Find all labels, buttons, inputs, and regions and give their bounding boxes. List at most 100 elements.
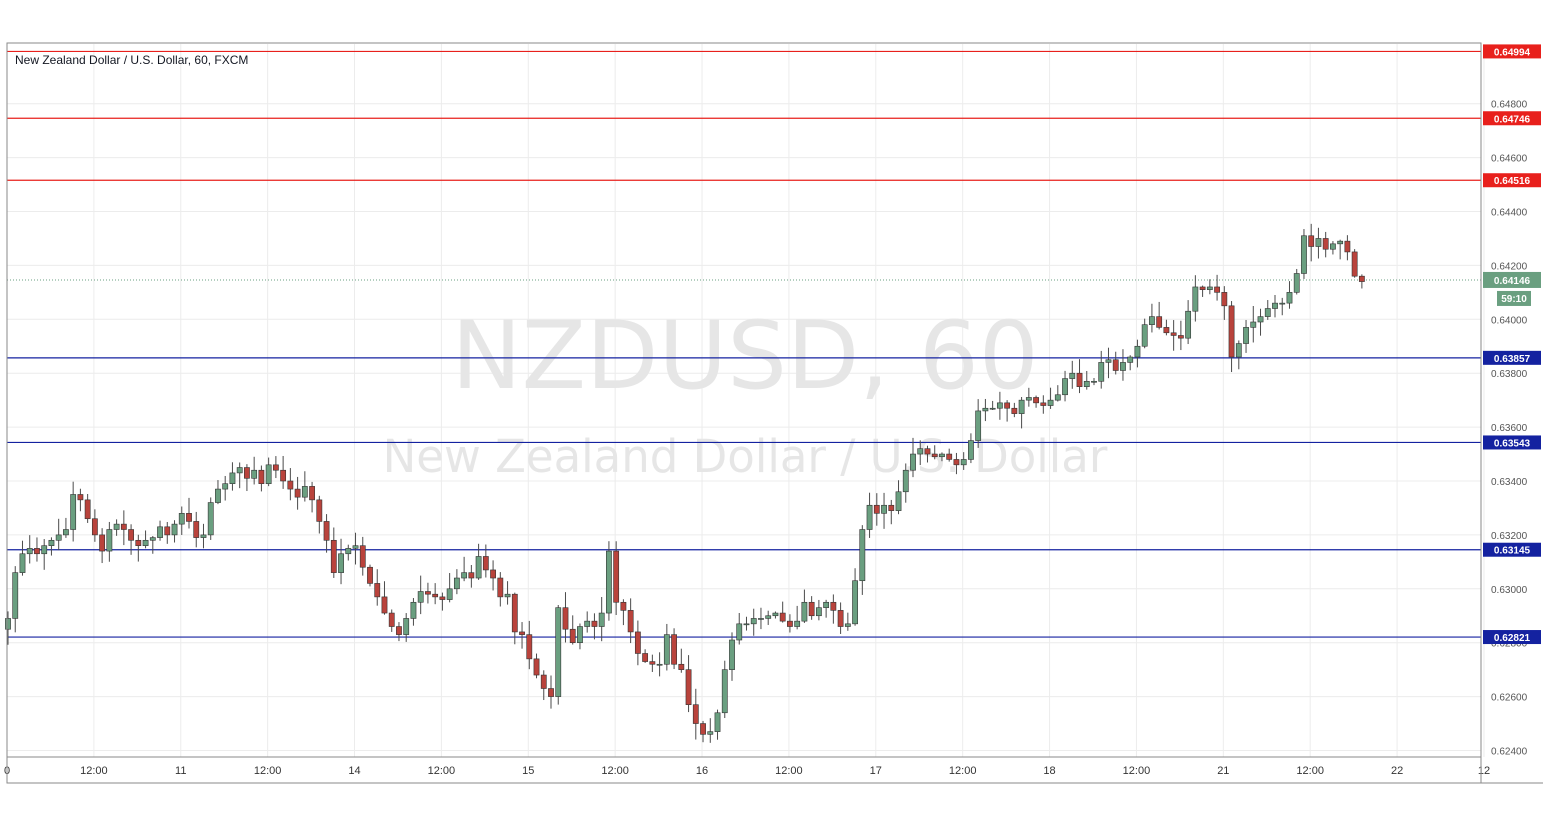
candle-down	[678, 663, 685, 670]
candle-down	[1156, 316, 1163, 328]
candle-down	[425, 591, 431, 595]
candle-up	[236, 467, 243, 474]
support-tag-label: 0.63543	[1494, 438, 1531, 449]
candle-up	[63, 529, 69, 536]
candle-up	[5, 618, 11, 630]
x-tick-label: 12:00	[1296, 765, 1324, 777]
candle-down	[519, 631, 525, 635]
candle-up	[1069, 372, 1076, 379]
candle-down	[135, 539, 142, 546]
candle-up	[403, 618, 410, 635]
y-tick-label: 0.64600	[1491, 154, 1528, 165]
x-tick-label: 21	[1217, 765, 1229, 777]
candle-up	[707, 731, 714, 735]
candle-down	[439, 596, 446, 600]
candle-up	[157, 526, 163, 538]
candle-up	[996, 402, 1003, 409]
candle-up	[417, 591, 424, 603]
candle-down	[396, 626, 402, 635]
candles	[5, 223, 1365, 743]
candle-down	[931, 453, 938, 458]
candle-up	[714, 712, 721, 732]
candle-up	[852, 580, 858, 625]
candle-down	[244, 467, 250, 479]
candle-down	[1322, 238, 1329, 250]
candle-up	[794, 620, 801, 627]
candle-up	[823, 601, 830, 608]
candle-down	[294, 488, 301, 498]
x-tick-label: 12:00	[601, 765, 629, 777]
candle-up	[1062, 378, 1068, 396]
candle-up	[555, 607, 562, 697]
candle-up	[982, 407, 989, 412]
y-tick-label: 0.62400	[1491, 747, 1528, 758]
candle-down	[287, 480, 294, 490]
candle-up	[1243, 327, 1249, 344]
x-tick-label: 12:00	[80, 765, 108, 777]
candle-up	[453, 577, 460, 590]
candle-up	[577, 626, 583, 644]
candle-up	[1293, 273, 1300, 293]
candle-up	[939, 453, 945, 458]
candle-down	[569, 628, 576, 643]
candle-up	[968, 440, 974, 460]
candle-up	[1120, 362, 1126, 371]
candle-up	[461, 572, 468, 579]
x-tick-label: 22	[1391, 765, 1403, 777]
candle-up	[1286, 292, 1293, 304]
candle-down	[164, 526, 171, 536]
candle-down	[591, 620, 598, 627]
support-tag-label: 0.63145	[1494, 546, 1531, 557]
candle-up	[338, 553, 344, 573]
candle-down	[497, 577, 504, 598]
candle-up	[721, 669, 728, 714]
candle-up	[1025, 397, 1032, 401]
support-tag	[1483, 350, 1541, 365]
x-tick-label: 12:00	[428, 765, 456, 777]
candle-down	[432, 593, 439, 598]
candle-down	[1221, 292, 1228, 307]
candle-up	[902, 469, 909, 493]
candle-down	[808, 601, 815, 617]
candle-down	[671, 634, 677, 665]
candle-up	[26, 548, 33, 555]
candle-down	[1199, 286, 1206, 290]
candle-up	[917, 448, 924, 455]
candle-down	[1004, 402, 1011, 409]
candle-down	[642, 653, 649, 662]
candle-down	[309, 486, 315, 501]
candle-up	[1185, 310, 1192, 339]
candle-down	[1177, 335, 1184, 339]
candle-down	[186, 513, 192, 522]
y-tick-label: 0.62800	[1491, 639, 1528, 650]
candle-up	[1330, 243, 1336, 250]
candle-down	[627, 610, 634, 633]
candle-up	[801, 601, 808, 622]
x-tick-label: 18	[1043, 765, 1055, 777]
x-tick-label: 12:00	[254, 765, 282, 777]
y-tick-label: 0.64400	[1491, 208, 1528, 219]
support-tag	[1483, 542, 1541, 557]
countdown-tag	[1497, 290, 1531, 306]
candle-up	[1235, 343, 1242, 358]
candle-up	[1149, 316, 1155, 325]
candle-down	[1308, 235, 1315, 247]
candle-up	[598, 612, 605, 627]
candle-up	[345, 548, 352, 555]
y-tick-label: 0.63200	[1491, 531, 1528, 542]
candle-up	[178, 513, 185, 525]
candle-up	[207, 502, 214, 536]
candle-up	[1337, 240, 1344, 245]
candle-up	[736, 623, 743, 641]
candle-down	[511, 593, 518, 633]
candle-up	[70, 494, 77, 530]
candle-down	[1351, 251, 1358, 277]
candle-down	[490, 569, 496, 579]
candle-down	[1344, 240, 1351, 253]
candle-down	[381, 596, 388, 614]
candle-up	[1192, 286, 1199, 312]
candle-up	[410, 601, 417, 619]
candle-down	[1076, 372, 1083, 387]
